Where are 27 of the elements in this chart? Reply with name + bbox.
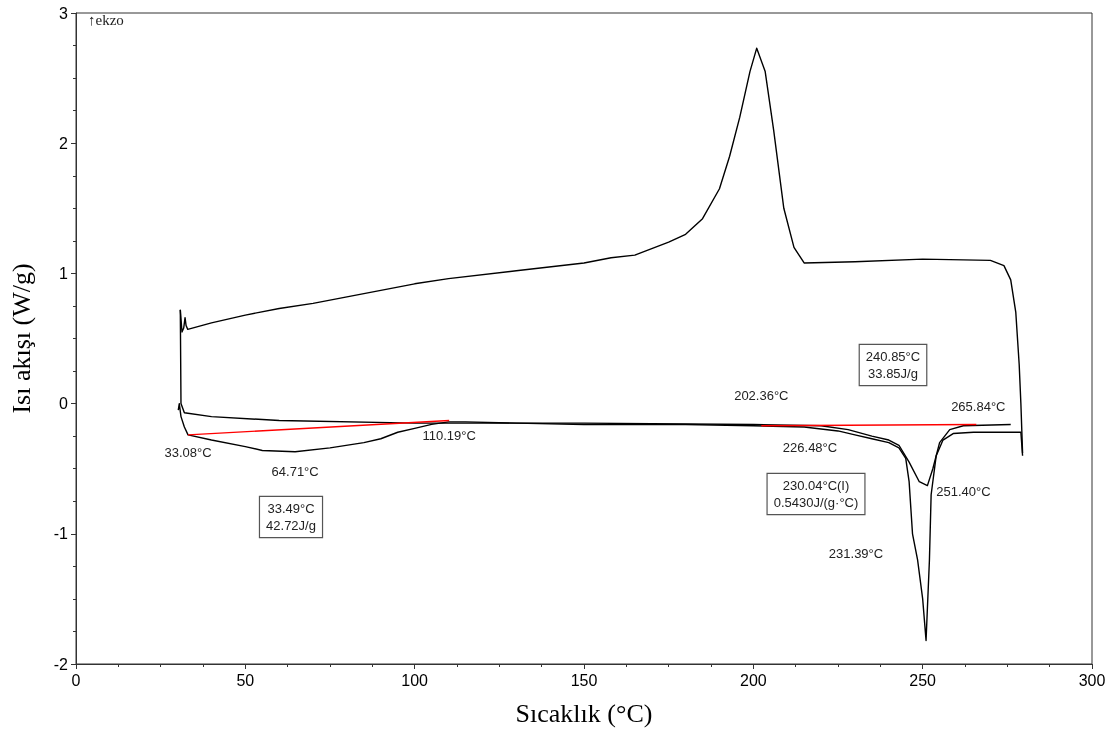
x-tick-label: 50 (236, 671, 255, 689)
y-tick-label: 0 (59, 395, 69, 413)
y-tick-label: -2 (53, 655, 69, 673)
x-tick-label: 250 (909, 671, 937, 689)
y-axis-title: Isı akışı (W/g) (6, 263, 36, 414)
annotation: 251.40°C (936, 484, 991, 500)
y-tick-label: 3 (59, 4, 69, 22)
y-tick-label: 2 (59, 134, 69, 152)
annotation: ↑ekzo (88, 12, 124, 28)
x-tick-label: 200 (739, 671, 767, 689)
x-tick-label: 300 (1078, 671, 1106, 689)
annotation: 240.85°C 33.85J/g (865, 349, 921, 381)
annotation: 202.36°C (734, 388, 789, 404)
annotation: 33.49°C 42.72J/g (266, 501, 316, 533)
y-tick-label: -1 (53, 525, 69, 543)
y-tick-label: 1 (59, 264, 69, 282)
x-tick-label: 100 (401, 671, 429, 689)
x-tick-label: 150 (570, 671, 598, 689)
annotation: 110.19°C (422, 428, 476, 444)
x-tick-label: 0 (71, 671, 81, 689)
annotation: 226.48°C (782, 440, 838, 456)
annotation: 230.04°C(I) 0.5430J/(g·°C) (773, 478, 859, 510)
x-axis-title: Sıcaklık (°C) (515, 698, 653, 728)
annotation: 231.39°C (828, 545, 884, 561)
annotation: 64.71°C (271, 464, 319, 480)
annotation: 33.08°C (164, 445, 212, 461)
annotation: 265.84°C (951, 398, 1006, 414)
